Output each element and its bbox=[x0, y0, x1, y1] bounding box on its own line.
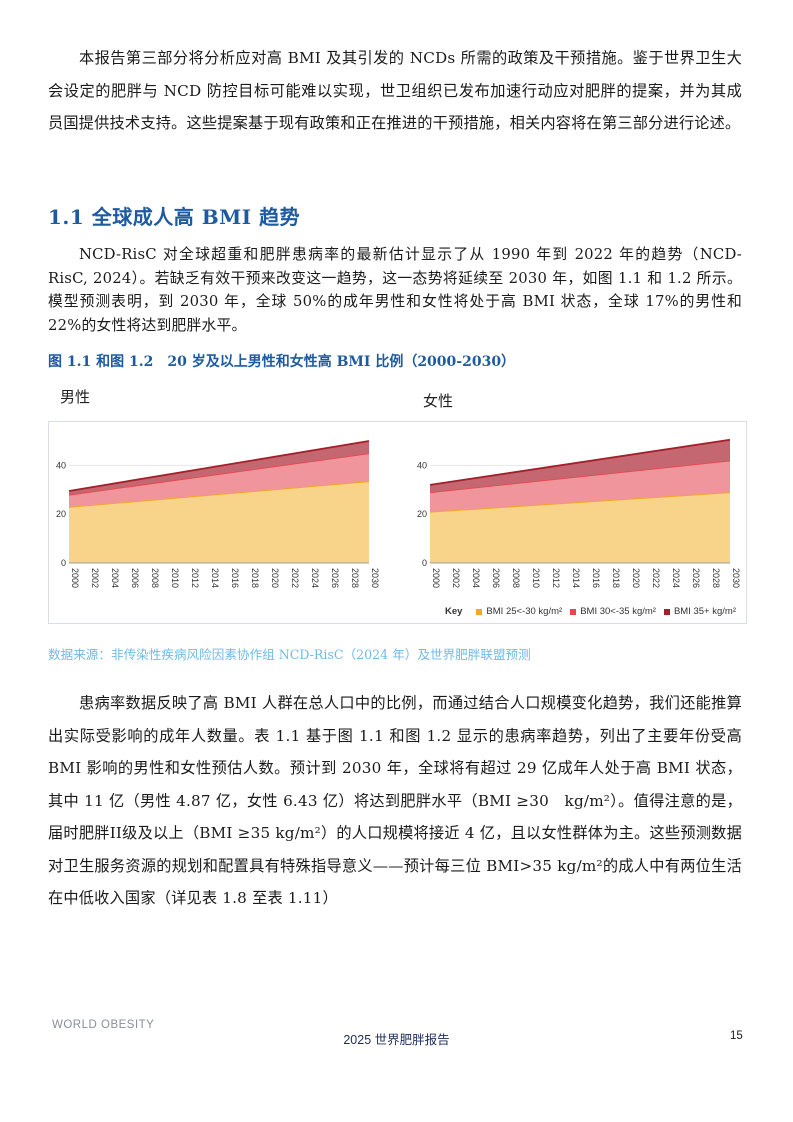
female-x-tick-2008: 2008 bbox=[511, 568, 521, 588]
legend-item-obese-1: BMI 30<-35 kg/m² bbox=[570, 606, 656, 617]
male-line-2 bbox=[68, 440, 370, 492]
female-x-tick-2020: 2020 bbox=[631, 568, 641, 588]
female-x-tick-2006: 2006 bbox=[491, 568, 501, 588]
male-area-2 bbox=[69, 441, 369, 495]
male-x-tick-2030: 2030 bbox=[370, 568, 380, 588]
female-y-tick-0: 0 bbox=[422, 558, 427, 568]
female-x-tick-2000: 2000 bbox=[431, 568, 441, 588]
male-x-tick-2020: 2020 bbox=[270, 568, 280, 588]
female-x-tick-2026: 2026 bbox=[691, 568, 701, 588]
male-x-tick-2016: 2016 bbox=[230, 568, 240, 588]
legend-item-obese-2: BMI 35+ kg/m² bbox=[663, 606, 736, 617]
male-area-0 bbox=[69, 481, 369, 563]
legend-label-obese-2: BMI 35+ kg/m² bbox=[673, 606, 736, 617]
male-y-tick-40: 40 bbox=[56, 460, 66, 470]
legend-swatch-obese-2 bbox=[663, 608, 670, 615]
figure-title: 图 1.1 和图 1.2 20 岁及以上男性和女性高 BMI 比例（2000-2… bbox=[48, 354, 516, 370]
footer-report-title: 2025 世界肥胖报告 bbox=[343, 1033, 450, 1047]
male-x-tick-2004: 2004 bbox=[110, 568, 120, 588]
female-panel-label: 女性 bbox=[423, 392, 454, 410]
female-line-1 bbox=[429, 459, 731, 494]
chart-container: 0 20 40 2000 2002 2004 2006 2008 2010 2012 2014 201… bbox=[48, 421, 747, 624]
female-y-tick-40: 40 bbox=[417, 460, 427, 470]
male-x-tick-2022: 2022 bbox=[290, 568, 300, 588]
male-x-tick-2026: 2026 bbox=[330, 568, 340, 588]
male-panel-label: 男性 bbox=[60, 388, 91, 406]
female-y-tick-20: 20 bbox=[417, 509, 427, 519]
male-x-tick-2028: 2028 bbox=[350, 568, 360, 588]
section-paragraph: NCD-RisC 对全球超重和肥胖患病率的最新估计显示了从 1990 年到 20… bbox=[48, 246, 742, 334]
female-x-tick-2024: 2024 bbox=[671, 568, 681, 588]
section-heading: 1.1 全球成人高 BMI 趋势 bbox=[48, 205, 301, 229]
legend-label-overweight: BMI 25<-30 kg/m² bbox=[486, 606, 563, 617]
legend-label-obese-1: BMI 30<-35 kg/m² bbox=[580, 606, 656, 617]
female-x-tick-2014: 2014 bbox=[571, 568, 581, 588]
female-x-tick-2022: 2022 bbox=[651, 568, 661, 588]
female-area-2 bbox=[430, 439, 730, 493]
legend-swatch-obese-1 bbox=[570, 608, 577, 615]
female-x-tick-2010: 2010 bbox=[531, 568, 541, 588]
male-x-tick-2018: 2018 bbox=[250, 568, 260, 588]
page-number: 15 bbox=[730, 1030, 743, 1042]
female-x-tick-2002: 2002 bbox=[451, 568, 461, 588]
male-x-tick-2002: 2002 bbox=[90, 568, 100, 588]
bmi-area-charts: 0 20 40 2000 2002 2004 2006 2008 2010 2012 2014 201… bbox=[56, 438, 741, 588]
male-x-tick-2012: 2012 bbox=[190, 568, 200, 588]
male-x-tick-2006: 2006 bbox=[130, 568, 140, 588]
source-note: 数据来源：非传染性疾病风险因素协作组 NCD-RisC（2024 年）及世界肥胖… bbox=[48, 647, 531, 662]
male-area-1 bbox=[69, 453, 369, 507]
male-x-tick-2008: 2008 bbox=[150, 568, 160, 588]
legend-swatch-overweight bbox=[476, 608, 483, 615]
female-x-tick-2030: 2030 bbox=[731, 568, 741, 588]
legend-key-label: Key bbox=[444, 606, 463, 617]
male-x-tick-2010: 2010 bbox=[170, 568, 180, 588]
body-paragraph: 患病率数据反映了高 BMI 人群在总人口中的比例，而通过结合人口规模变化趋势，我… bbox=[48, 694, 742, 907]
male-line-0 bbox=[68, 480, 370, 508]
male-x-tick-2000: 2000 bbox=[70, 568, 80, 588]
male-x-tick-2024: 2024 bbox=[310, 568, 320, 588]
female-x-tick-2016: 2016 bbox=[591, 568, 601, 588]
male-y-tick-0: 0 bbox=[61, 558, 66, 568]
female-x-tick-2018: 2018 bbox=[611, 568, 621, 588]
male-x-tick-2014: 2014 bbox=[210, 568, 220, 588]
male-line-1 bbox=[68, 452, 370, 496]
female-area-0 bbox=[430, 492, 730, 563]
male-y-tick-20: 20 bbox=[56, 509, 66, 519]
female-line-2 bbox=[429, 438, 731, 486]
chart-legend: Key BMI 25<-30 kg/m² BMI 30<-35 kg/m² BM… bbox=[445, 606, 736, 617]
female-x-tick-2012: 2012 bbox=[551, 568, 561, 588]
legend-item-overweight: BMI 25<-30 kg/m² bbox=[476, 606, 562, 617]
intro-paragraph: 本报告第三部分将分析应对高 BMI 及其引发的 NCDs 所需的政策及干预措施。… bbox=[48, 49, 742, 132]
world-obesity-logo: WORLD OBESITY bbox=[52, 1019, 155, 1031]
female-x-tick-2028: 2028 bbox=[711, 568, 721, 588]
female-x-tick-2004: 2004 bbox=[471, 568, 481, 588]
female-area-1 bbox=[430, 460, 730, 512]
